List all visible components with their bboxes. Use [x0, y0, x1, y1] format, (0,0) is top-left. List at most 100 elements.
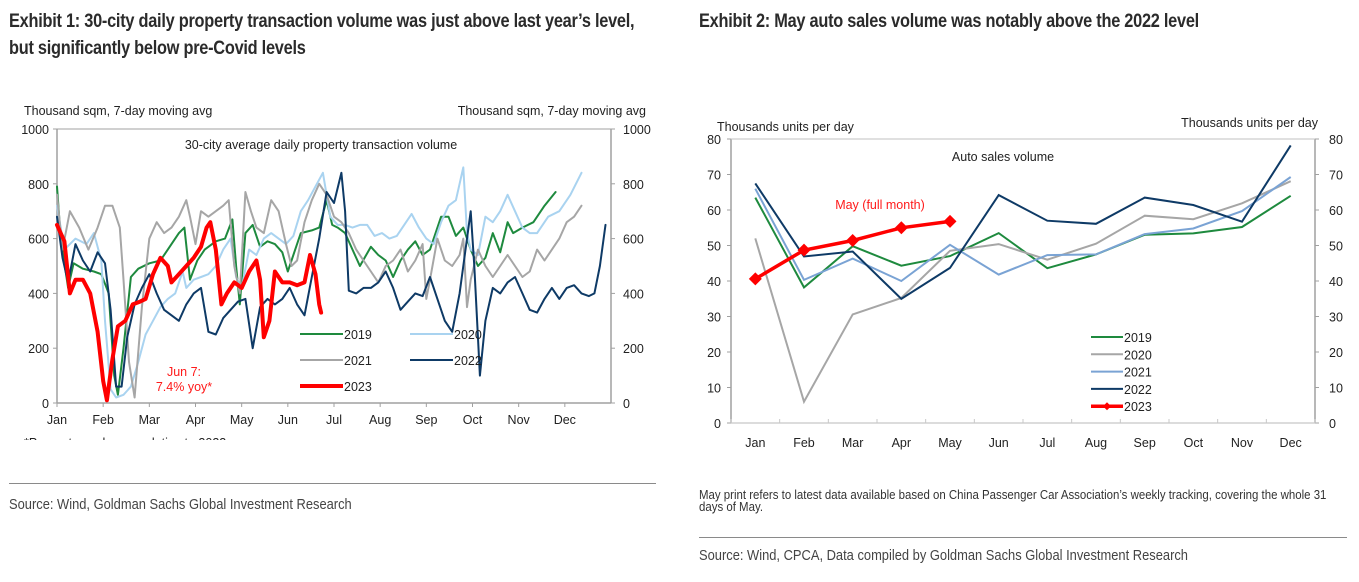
x-tick-label-2: Jun: [989, 436, 1009, 450]
legend-2: 2019 2020 2021 2022 2023: [1091, 331, 1152, 414]
data-marker-2023: [748, 272, 762, 286]
legend-label-2021: 2021: [344, 354, 372, 368]
y-tick-label-right-2: 80: [1329, 133, 1343, 147]
right-axis-label: Thousand sqm, 7-day moving avg: [458, 104, 646, 118]
series-line-2022: [56, 171, 607, 388]
legend-marker-2023: [1103, 402, 1111, 411]
series-line-2020: [56, 166, 583, 399]
x-tick-label-2: Feb: [793, 436, 815, 450]
x-tick-label-2: Aug: [1085, 436, 1107, 450]
exhibit-1-title: Exhibit 1: 30-city daily property transa…: [9, 11, 635, 59]
y-tick-label-left-2: 20: [707, 346, 721, 360]
legend-label-2022: 2022: [1124, 383, 1152, 397]
annotation-line1: Jun 7:: [167, 365, 201, 379]
series-line-2022: [754, 144, 1292, 301]
y-tick-label-left-2: 0: [714, 417, 721, 431]
left-axis-label-2: Thousands units per day: [717, 120, 855, 134]
auto-note: May print refers to latest data availabl…: [699, 487, 1327, 514]
legend-label-2019: 2019: [344, 328, 372, 342]
x-tick-label-2: Dec: [1280, 436, 1302, 450]
y-tick-label-left: 200: [28, 342, 49, 356]
legend-label-2022: 2022: [454, 354, 482, 368]
divider-right: [699, 537, 1347, 538]
x-tick-label: Dec: [554, 413, 576, 427]
x-tick-label-2: May: [938, 436, 962, 450]
series-line-2019: [56, 185, 557, 396]
series-line-2021: [56, 182, 583, 399]
chart-inner-title: 30-city average daily property transacti…: [185, 138, 457, 152]
x-tick-label: Feb: [92, 413, 114, 427]
y-tick-label-left-2: 60: [707, 204, 721, 218]
series-lines: [55, 166, 607, 403]
y-tick-label-right: 400: [623, 287, 644, 301]
y-tick-label-left: 1000: [21, 123, 49, 137]
x-tick-label: Mar: [139, 413, 161, 427]
legend-label-2020: 2020: [1124, 348, 1152, 362]
x-tick-label: Sep: [415, 413, 437, 427]
exhibit-2-title: Exhibit 2: May auto sales volume was not…: [699, 11, 1199, 32]
x-tick-label-2: Oct: [1184, 436, 1204, 450]
x-tick-label: Nov: [508, 413, 531, 427]
y-tick-label-right-2: 70: [1329, 169, 1343, 183]
right-axis-label-2: Thousands units per day: [1181, 116, 1319, 130]
data-marker-2023: [894, 221, 908, 235]
y-tick-label-right-2: 30: [1329, 311, 1343, 325]
y-tick-label-right-2: 50: [1329, 240, 1343, 254]
legend-label-2023: 2023: [1124, 400, 1152, 414]
x-tick-label: Oct: [463, 413, 483, 427]
y-tick-label-left: 800: [28, 178, 49, 192]
x-tick-label-2: Jan: [745, 436, 765, 450]
source-left: Source: Wind, Goldman Sachs Global Inves…: [9, 496, 352, 513]
series-lines-2: [748, 144, 1292, 405]
data-marker-2023: [797, 243, 811, 257]
chart-inner-title-2: Auto sales volume: [952, 150, 1054, 164]
y-tick-label-left: 400: [28, 287, 49, 301]
legend-label-2021: 2021: [1124, 366, 1152, 380]
source-right: Source: Wind, CPCA, Data compiled by Gol…: [699, 547, 1188, 564]
y-tick-label-left-2: 10: [707, 382, 721, 396]
y-tick-label-left-2: 70: [707, 169, 721, 183]
x-tick-label: Apr: [186, 413, 205, 427]
x-tick-label-2: Sep: [1134, 436, 1156, 450]
legend-label-2019: 2019: [1124, 331, 1152, 345]
data-marker-2023: [846, 234, 860, 248]
x-tick-label: Aug: [369, 413, 391, 427]
x-tick-label: Jul: [326, 413, 342, 427]
y-tick-label-left-2: 40: [707, 275, 721, 289]
y-tick-label-right-2: 10: [1329, 382, 1343, 396]
y-tick-label-right: 1000: [623, 123, 651, 137]
legend-label-2020: 2020: [454, 328, 482, 342]
y-tick-label-right: 600: [623, 233, 644, 247]
may-annotation: May (full month): [835, 198, 925, 212]
y-tick-label-left: 600: [28, 233, 49, 247]
x-tick-label-2: Mar: [842, 436, 864, 450]
series-line-2021: [754, 176, 1292, 283]
legend-label-2023: 2023: [344, 380, 372, 394]
data-marker-2023: [943, 214, 957, 228]
property-transaction-chart: Thousand sqm, 7-day moving avg Thousand …: [21, 104, 651, 440]
y-tick-label-right-2: 60: [1329, 204, 1343, 218]
y-tick-label-right: 0: [623, 397, 630, 411]
x-tick-label: Jan: [47, 413, 67, 427]
series-line-2020: [754, 180, 1292, 405]
y-tick-label-left: 0: [42, 397, 49, 411]
x-tick-label-2: Jul: [1039, 436, 1055, 450]
left-axis-label: Thousand sqm, 7-day moving avg: [24, 104, 212, 118]
footnote: *Percentage change relative to 2022: [24, 436, 226, 440]
legend: 2019 2020 2021 2022 2023: [300, 328, 482, 394]
annotation-line2: 7.4% yoy*: [156, 380, 212, 394]
y-tick-label-right: 200: [623, 342, 644, 356]
series-line-2023: [55, 220, 324, 403]
x-tick-label-2: Apr: [892, 436, 911, 450]
axes: 0 0 200 200 400 400 600 600 800 800 1000 1000 Jan Feb…: [21, 123, 651, 427]
x-tick-label: Jun: [278, 413, 298, 427]
x-tick-label-2: Nov: [1231, 436, 1254, 450]
y-tick-label-left-2: 30: [707, 311, 721, 325]
y-tick-label-right-2: 20: [1329, 346, 1343, 360]
x-tick-label: May: [230, 413, 254, 427]
auto-sales-chart: Thousands units per day Thousands units …: [707, 116, 1343, 450]
y-tick-label-right-2: 0: [1329, 417, 1336, 431]
y-tick-label-left-2: 50: [707, 240, 721, 254]
y-tick-label-right: 800: [623, 178, 644, 192]
